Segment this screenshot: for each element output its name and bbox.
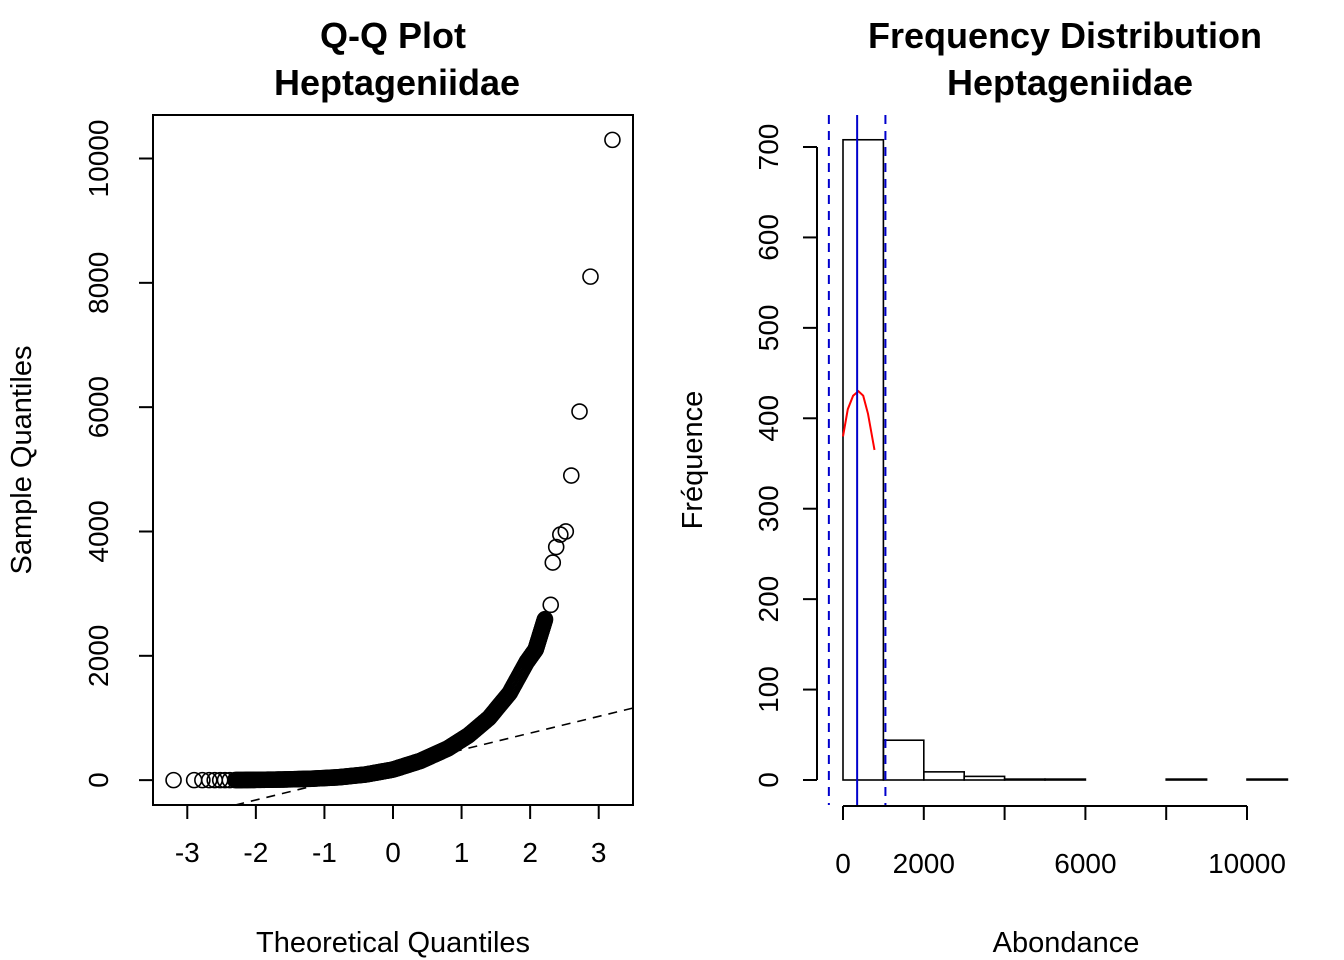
hist-y-axis: 0 100 200 300 400 500 600 700	[753, 124, 818, 788]
hist-y-tick-label: 700	[753, 124, 784, 171]
hist-bar	[963, 775, 1006, 781]
qq-x-tick-label: -1	[312, 837, 337, 868]
qq-panel: Q-Q Plot Heptageniidae -3 -2 -1 0 1 2 3 0 2000 4…	[6, 15, 634, 959]
hist-y-tick-label: 300	[753, 485, 784, 532]
qq-point	[547, 538, 565, 556]
qq-x-tick-label: 3	[591, 837, 607, 868]
hist-x-axis-label: Abondance	[993, 927, 1140, 959]
hist-density-curve-path	[842, 389, 876, 451]
qq-point	[542, 596, 560, 614]
qq-point	[221, 771, 239, 789]
hist-x-tick-label: 6000	[1054, 848, 1116, 879]
hist-bar	[1044, 778, 1087, 781]
hist-bar	[1246, 778, 1289, 781]
qq-x-tick-label: 2	[522, 837, 538, 868]
hist-y-axis-label: Fréquence	[677, 391, 709, 530]
hist-bar	[842, 138, 885, 781]
qq-y-tick-label: 6000	[83, 376, 114, 438]
qq-point	[557, 523, 575, 540]
qq-y-tick-label: 10000	[83, 120, 114, 198]
hist-x-tick-label: 0	[835, 848, 851, 879]
hist-y-tick-label: 0	[753, 772, 784, 788]
qq-x-tick-label: -3	[175, 837, 200, 868]
hist-bar	[1165, 778, 1208, 781]
qq-point	[194, 771, 211, 789]
qq-point	[211, 771, 229, 789]
hist-vertical-lines	[827, 115, 887, 805]
histogram-panel: Frequency Distribution Heptageniidae 0 10…	[677, 15, 1289, 959]
hist-y-tick-label: 200	[753, 576, 784, 623]
hist-y-tick-label: 600	[753, 214, 784, 261]
qq-x-tick-label: 1	[454, 837, 470, 868]
qq-point	[165, 771, 182, 789]
hist-density-curve	[842, 389, 876, 451]
qq-point	[544, 554, 562, 571]
qq-y-tick-label: 8000	[83, 252, 114, 314]
qq-x-axis: -3 -2 -1 0 1 2 3	[175, 805, 607, 868]
qq-y-axis-label: Sample Quantiles	[6, 346, 38, 575]
qq-y-tick-label: 4000	[83, 500, 114, 562]
qq-point	[571, 403, 588, 420]
qq-point	[562, 467, 580, 484]
hist-y-tick-label: 100	[753, 666, 784, 713]
qq-point	[536, 610, 554, 628]
qq-point	[604, 131, 621, 149]
qq-reference-line	[235, 707, 634, 806]
hist-x-tick-label: 10000	[1208, 848, 1286, 879]
hist-x-tick-label: 2000	[893, 848, 955, 879]
qq-point	[582, 268, 599, 285]
qq-point	[216, 771, 234, 789]
qq-points	[165, 131, 621, 789]
qq-x-axis-label: Theoretical Quantiles	[256, 927, 530, 959]
qq-x-tick-label: 0	[385, 837, 401, 868]
qq-reference-line-path	[235, 707, 634, 806]
hist-y-tick-label: 500	[753, 304, 784, 351]
qq-x-tick-label: -2	[243, 837, 268, 868]
hist-title-line1: Frequency Distribution	[868, 15, 1262, 56]
hist-title-line2: Heptageniidae	[947, 62, 1193, 103]
hist-bar	[882, 739, 925, 781]
hist-bar	[1003, 778, 1046, 781]
hist-x-axis: 0 2000 6000 10000	[835, 805, 1286, 879]
qq-y-tick-label: 2000	[83, 625, 114, 687]
qq-title-line2: Heptageniidae	[274, 62, 520, 103]
qq-plot-frame	[152, 114, 634, 806]
hist-y-tick-label: 400	[753, 395, 784, 442]
qq-title-line1: Q-Q Plot	[320, 15, 466, 56]
hist-bar	[922, 771, 965, 781]
qq-y-axis: 0 2000 4000 6000 8000 10000	[83, 120, 153, 788]
hist-bars	[842, 138, 1289, 781]
qq-y-tick-label: 0	[83, 772, 114, 788]
